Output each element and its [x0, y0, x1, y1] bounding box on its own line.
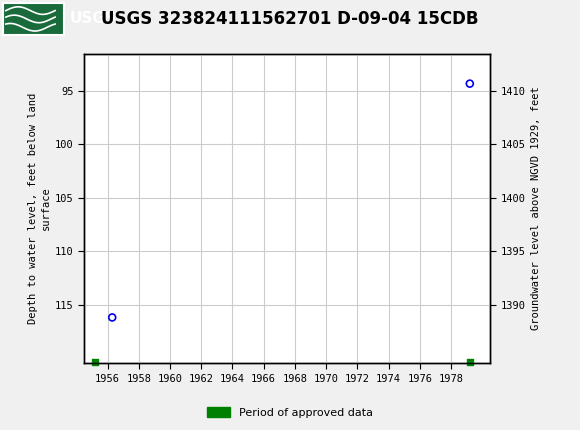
Point: [107, 314, 117, 321]
Point: [90, 358, 100, 365]
Text: USGS: USGS: [70, 12, 117, 26]
FancyBboxPatch shape: [3, 3, 64, 35]
Y-axis label: Groundwater level above NGVD 1929, feet: Groundwater level above NGVD 1929, feet: [531, 87, 541, 330]
Point: [465, 358, 474, 365]
Text: USGS 323824111562701 D-09-04 15CDB: USGS 323824111562701 D-09-04 15CDB: [102, 10, 478, 28]
Y-axis label: Depth to water level, feet below land
surface: Depth to water level, feet below land su…: [28, 93, 51, 324]
Legend: Period of approved data: Period of approved data: [203, 403, 377, 422]
Point: [465, 80, 474, 87]
